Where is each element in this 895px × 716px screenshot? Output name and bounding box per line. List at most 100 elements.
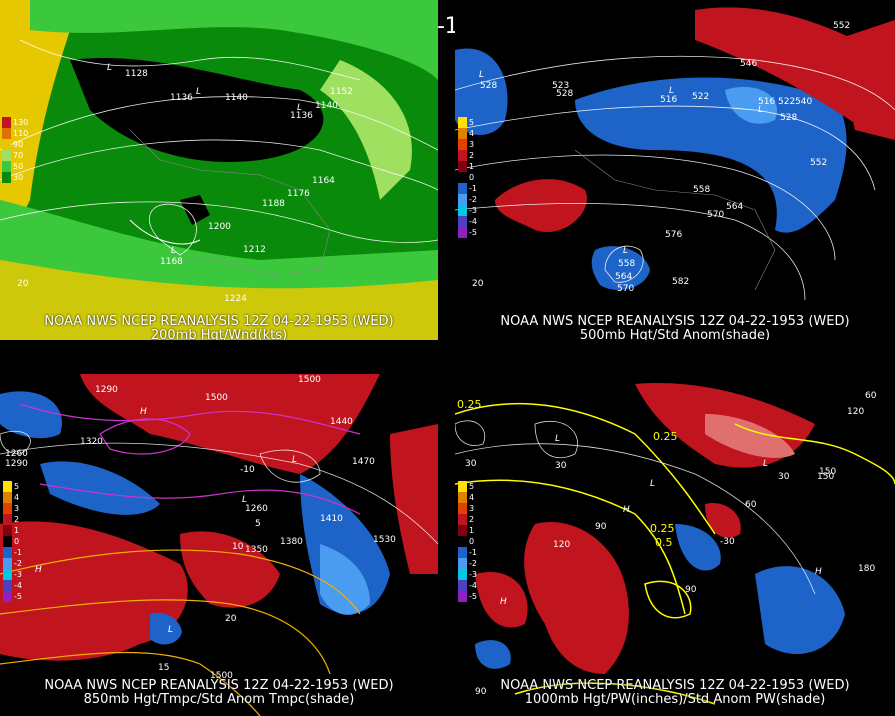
svg-text:1176: 1176 (287, 189, 310, 199)
svg-text:150: 150 (819, 467, 836, 477)
svg-text:20: 20 (17, 279, 29, 289)
svg-text:516: 516 (758, 97, 775, 107)
svg-text:552: 552 (810, 158, 827, 168)
svg-text:20: 20 (225, 614, 237, 624)
svg-text:1500: 1500 (205, 393, 228, 403)
svg-text:L: L (171, 246, 176, 256)
field-500mb: 500mb Hgt/Std Anom(shade) (579, 328, 771, 341)
svg-text:1140: 1140 (315, 101, 338, 111)
svg-text:-10: -10 (240, 465, 255, 475)
svg-text:L: L (196, 87, 201, 97)
labels-500mb: 528 523 528 516 522 516 522 540 528 546 … (472, 21, 850, 294)
svg-text:180: 180 (858, 564, 875, 574)
svg-text:1140: 1140 (225, 93, 248, 103)
svg-text:90: 90 (595, 522, 607, 532)
svg-text:1290: 1290 (5, 459, 28, 469)
svg-text:540: 540 (795, 97, 812, 107)
svg-text:1500: 1500 (210, 671, 233, 681)
svg-text:1200: 1200 (208, 222, 231, 232)
svg-text:60: 60 (745, 500, 757, 510)
svg-text:546: 546 (740, 59, 757, 69)
svg-text:1128: 1128 (125, 69, 148, 79)
svg-text:L: L (555, 434, 560, 444)
svg-text:528: 528 (780, 113, 797, 123)
panel-850mb: 5 4 3 2 1 0 -1 -2 -3 -4 -5 1290 1500 132… (0, 374, 438, 716)
svg-text:1470: 1470 (352, 457, 375, 467)
labels-200mb: 1128 1136 1140 1136 1140 1152 1164 1176 … (17, 63, 353, 304)
svg-text:0.25: 0.25 (457, 398, 482, 411)
svg-text:L: L (297, 103, 302, 113)
svg-text:1410: 1410 (320, 514, 343, 524)
svg-text:120: 120 (847, 407, 864, 417)
svg-text:90: 90 (685, 585, 697, 595)
svg-text:1290: 1290 (95, 385, 118, 395)
svg-text:582: 582 (672, 277, 689, 287)
svg-text:1136: 1136 (290, 111, 313, 121)
panel-200mb-wind: 130 110 90 70 50 30 1128 1136 1140 1136 … (0, 0, 438, 340)
svg-text:522: 522 (778, 97, 795, 107)
svg-text:1440: 1440 (330, 417, 353, 427)
svg-text:1260: 1260 (245, 504, 268, 514)
svg-text:120: 120 (553, 540, 570, 550)
source-850mb: NOAA NWS NCEP REANALYSIS 12Z 04-22-1953 … (44, 678, 394, 693)
svg-text:L: L (107, 63, 112, 73)
labels-1000mb: 0.25 0.25 0.25 0.5 30 30 60 90 120 150 1… (457, 391, 877, 697)
legend-1000mb: 5 4 3 2 1 0 -1 -2 -3 -4 -5 (458, 481, 488, 602)
svg-text:L: L (669, 86, 674, 96)
source-1000mb: NOAA NWS NCEP REANALYSIS 12Z 04-22-1953 … (500, 678, 850, 693)
labels-850mb: 1290 1500 1320 1260 1290 1440 1470 1410 … (5, 375, 396, 681)
svg-text:1152: 1152 (330, 87, 353, 97)
svg-text:1212: 1212 (243, 245, 266, 255)
field-1000mb: 1000mb Hgt/PW(inches)/Std Anom PW(shade) (524, 692, 826, 707)
svg-text:0.25: 0.25 (653, 430, 678, 443)
svg-text:L: L (758, 105, 763, 115)
svg-text:1164: 1164 (312, 176, 335, 186)
svg-text:1224: 1224 (224, 294, 247, 304)
svg-text:H: H (140, 407, 147, 417)
svg-text:H: H (815, 567, 822, 577)
svg-text:1136: 1136 (170, 93, 193, 103)
svg-text:5: 5 (255, 519, 261, 529)
svg-text:576: 576 (665, 230, 682, 240)
svg-text:15: 15 (158, 663, 169, 673)
svg-text:1530: 1530 (373, 535, 396, 545)
map-850mb (0, 374, 438, 716)
svg-text:558: 558 (618, 259, 635, 269)
svg-text:570: 570 (707, 210, 724, 220)
panel-1000mb: 5 4 3 2 1 0 -1 -2 -3 -4 -5 0.25 0.25 0.2… (455, 374, 895, 716)
svg-text:0.5: 0.5 (655, 536, 673, 549)
source-200mb: NOAA NWS NCEP REANALYSIS 12Z 04-22-1953 … (44, 314, 394, 329)
svg-text:90: 90 (475, 687, 487, 697)
field-200mb: 200mb Hgt/Wnd(kts) (150, 328, 288, 341)
svg-text:558: 558 (693, 185, 710, 195)
svg-text:552: 552 (833, 21, 850, 31)
svg-text:1380: 1380 (280, 537, 303, 547)
svg-text:0.25: 0.25 (650, 522, 675, 535)
svg-text:30: 30 (555, 461, 567, 471)
source-500mb: NOAA NWS NCEP REANALYSIS 12Z 04-22-1953 … (500, 314, 850, 329)
svg-text:564: 564 (726, 202, 743, 212)
svg-text:L: L (292, 455, 297, 465)
svg-text:H: H (623, 505, 630, 515)
svg-text:L: L (650, 479, 655, 489)
svg-text:30: 30 (465, 459, 477, 469)
svg-text:L: L (479, 70, 484, 80)
svg-text:522: 522 (692, 92, 709, 102)
svg-text:528: 528 (556, 89, 573, 99)
svg-text:30: 30 (778, 472, 790, 482)
svg-text:L: L (242, 495, 247, 505)
svg-text:H: H (500, 597, 507, 607)
svg-text:-30: -30 (720, 537, 735, 547)
svg-text:564: 564 (615, 272, 632, 282)
svg-text:1168: 1168 (160, 257, 183, 267)
panel-500mb: 5 4 3 2 1 0 -1 -2 -3 -4 -5 528 523 528 5… (455, 0, 895, 340)
svg-text:L: L (623, 246, 628, 256)
field-850mb: 850mb Hgt/Tmpc/Std Anom Tmpc(shade) (83, 692, 355, 707)
map-1000mb (455, 374, 895, 716)
svg-text:10: 10 (232, 542, 244, 552)
svg-text:1260: 1260 (5, 449, 28, 459)
svg-text:150: 150 (817, 472, 834, 482)
legend-850mb: 5 4 3 2 1 0 -1 -2 -3 -4 -5 (3, 481, 33, 602)
map-500mb (455, 0, 895, 340)
legend-200mb: 130 110 90 70 50 30 (2, 117, 32, 183)
